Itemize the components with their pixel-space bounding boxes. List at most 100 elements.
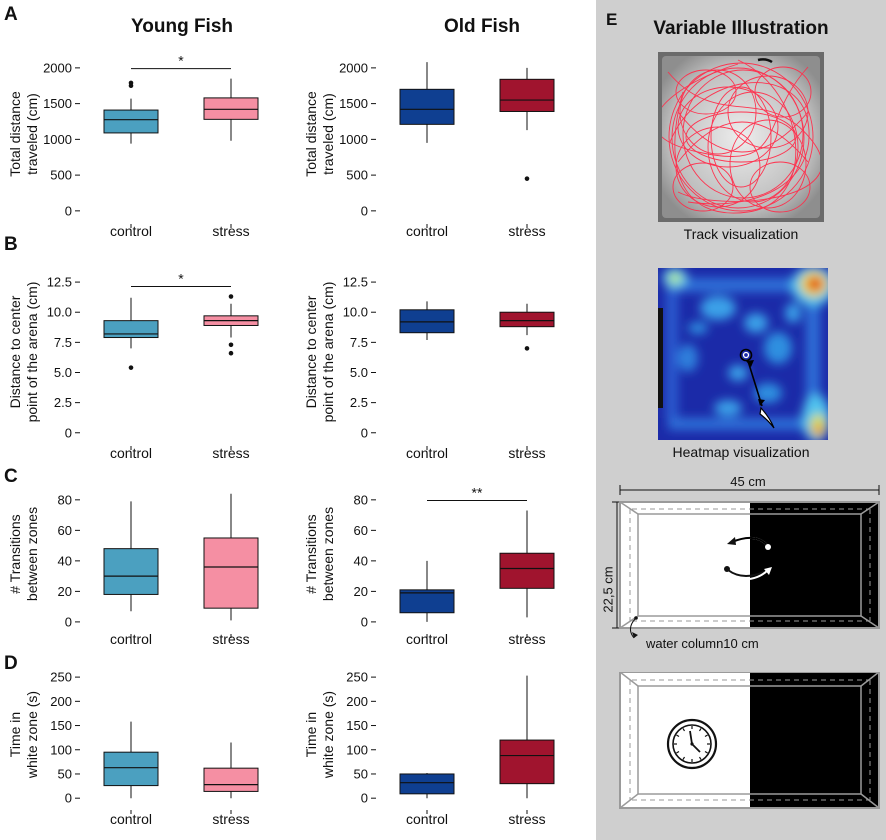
fish-shape bbox=[757, 58, 773, 64]
distance-arrow bbox=[747, 360, 763, 407]
y-tick-label: 2000 bbox=[43, 60, 72, 75]
y-axis-label-line: # Transitions bbox=[303, 514, 319, 593]
y-tick-label: 60 bbox=[58, 523, 72, 538]
box-control bbox=[103, 109, 159, 134]
tank-inner-wall bbox=[637, 513, 862, 617]
y-axis-label: Distance to centerpoint of the arena (cm… bbox=[7, 282, 40, 423]
y-tick-label: 5.0 bbox=[54, 365, 72, 380]
y-axis-label: # Transitionsbetween zones bbox=[7, 507, 40, 601]
y-axis-label-line: traveled (cm) bbox=[320, 93, 336, 175]
box-control bbox=[103, 548, 159, 595]
y-axis-label: Distance to centerpoint of the arena (cm… bbox=[303, 282, 336, 423]
track-visualization bbox=[658, 52, 824, 222]
y-tick-label: 500 bbox=[346, 168, 368, 183]
x-category-label: control bbox=[406, 631, 448, 647]
tank-diagram-time bbox=[619, 672, 880, 809]
panel-letter-d: D bbox=[4, 653, 18, 674]
y-tick-label: 2.5 bbox=[54, 395, 72, 410]
old-column-title: Old Fish bbox=[444, 16, 520, 37]
x-category-label: stress bbox=[508, 445, 545, 461]
y-axis-label: Time inwhite zone (s) bbox=[7, 691, 40, 779]
water-callout-line bbox=[630, 617, 637, 639]
box-control bbox=[103, 751, 159, 787]
swim-track-lines bbox=[662, 59, 820, 214]
x-category-label: control bbox=[110, 631, 152, 647]
box-control bbox=[399, 589, 455, 614]
y-axis-label-line: Distance to center bbox=[303, 295, 319, 408]
box-stress bbox=[499, 311, 555, 328]
significance-marker: ** bbox=[472, 485, 483, 501]
center-point-marker bbox=[739, 348, 753, 362]
chart-center-distance-old: Distance to centerpoint of the arena (cm… bbox=[303, 275, 555, 461]
black-zone-2 bbox=[750, 672, 879, 808]
box-control bbox=[399, 773, 455, 795]
box-control bbox=[399, 309, 455, 334]
x-category-label: control bbox=[110, 811, 152, 827]
y-tick-label: 20 bbox=[354, 584, 368, 599]
y-tick-label: 0 bbox=[361, 614, 368, 629]
y-tick-label: 50 bbox=[354, 766, 368, 781]
chart-transitions-young: # Transitionsbetween zones 0 20 40 60 80 contr… bbox=[7, 492, 259, 647]
tank-diagram-transitions bbox=[612, 485, 880, 639]
tank-height-label: 22,5 cm bbox=[600, 566, 616, 613]
box-stress bbox=[203, 537, 259, 609]
chart-white-zone-old: Time inwhite zone (s) 0 50 100 150 200 250 cont… bbox=[303, 670, 555, 827]
outlier-point bbox=[228, 342, 234, 348]
y-tick-label: 2.5 bbox=[350, 395, 368, 410]
young-column-title: Young Fish bbox=[130, 16, 234, 37]
y-tick-label: 12.5 bbox=[343, 275, 368, 290]
outlier-point bbox=[128, 80, 134, 86]
y-tick-label: 0 bbox=[65, 614, 72, 629]
clock-icon bbox=[666, 718, 718, 770]
y-axis-label-line: between zones bbox=[320, 507, 336, 601]
outlier-point bbox=[524, 176, 530, 181]
y-tick-label: 7.5 bbox=[54, 335, 72, 350]
panel-letter-e: E bbox=[606, 10, 618, 29]
y-tick-label: 40 bbox=[354, 553, 368, 568]
y-axis-label-line: point of the arena (cm) bbox=[320, 282, 336, 423]
y-tick-label: 60 bbox=[354, 523, 368, 538]
y-tick-label: 0 bbox=[361, 203, 368, 218]
chart-total-distance-young: Total distancetraveled (cm) 0 500 1000 1500 2… bbox=[7, 53, 259, 239]
y-tick-label: 200 bbox=[346, 694, 368, 709]
track-caption: Track visualization bbox=[683, 226, 799, 242]
y-tick-label: 0 bbox=[361, 425, 368, 440]
x-category-label: stress bbox=[508, 631, 545, 647]
y-axis-label-line: Total distance bbox=[7, 91, 23, 177]
y-tick-label: 1000 bbox=[339, 132, 368, 147]
y-tick-label: 2000 bbox=[339, 60, 368, 75]
x-category-label: control bbox=[110, 445, 152, 461]
transition-arrow-left bbox=[727, 569, 769, 577]
x-category-label: control bbox=[406, 811, 448, 827]
significance-marker: * bbox=[178, 271, 184, 287]
chart-total-distance-old: Total distancetraveled (cm) 0 500 1000 1500 2… bbox=[303, 60, 555, 239]
outlier-point bbox=[228, 294, 234, 299]
panel-letter-b: B bbox=[4, 234, 18, 255]
y-tick-label: 100 bbox=[346, 742, 368, 757]
y-axis-label-line: white zone (s) bbox=[320, 691, 336, 779]
y-tick-label: 0 bbox=[361, 791, 368, 806]
y-tick-label: 40 bbox=[58, 553, 72, 568]
box-stress bbox=[203, 97, 259, 120]
y-tick-label: 5.0 bbox=[350, 365, 368, 380]
x-category-label: control bbox=[110, 223, 152, 239]
y-tick-label: 10.0 bbox=[343, 305, 368, 320]
x-category-label: stress bbox=[212, 223, 249, 239]
x-category-label: stress bbox=[212, 811, 249, 827]
box-stress bbox=[203, 767, 259, 792]
outlier-point bbox=[524, 346, 530, 351]
y-tick-label: 100 bbox=[50, 742, 72, 757]
black-zone bbox=[750, 502, 879, 628]
white-zone bbox=[620, 502, 750, 628]
y-tick-label: 10.0 bbox=[47, 305, 72, 320]
y-axis-label: # Transitionsbetween zones bbox=[303, 507, 336, 601]
x-category-label: control bbox=[406, 445, 448, 461]
x-category-label: stress bbox=[508, 223, 545, 239]
y-tick-label: 250 bbox=[50, 670, 72, 685]
y-tick-label: 1000 bbox=[43, 132, 72, 147]
chart-transitions-old: # Transitionsbetween zones 0 20 40 60 80 contr… bbox=[303, 485, 555, 647]
water-column-label: water column10 cm bbox=[646, 636, 759, 651]
x-category-label: control bbox=[406, 223, 448, 239]
chart-white-zone-young: Time inwhite zone (s) 0 50 100 150 200 250 cont… bbox=[7, 670, 259, 827]
